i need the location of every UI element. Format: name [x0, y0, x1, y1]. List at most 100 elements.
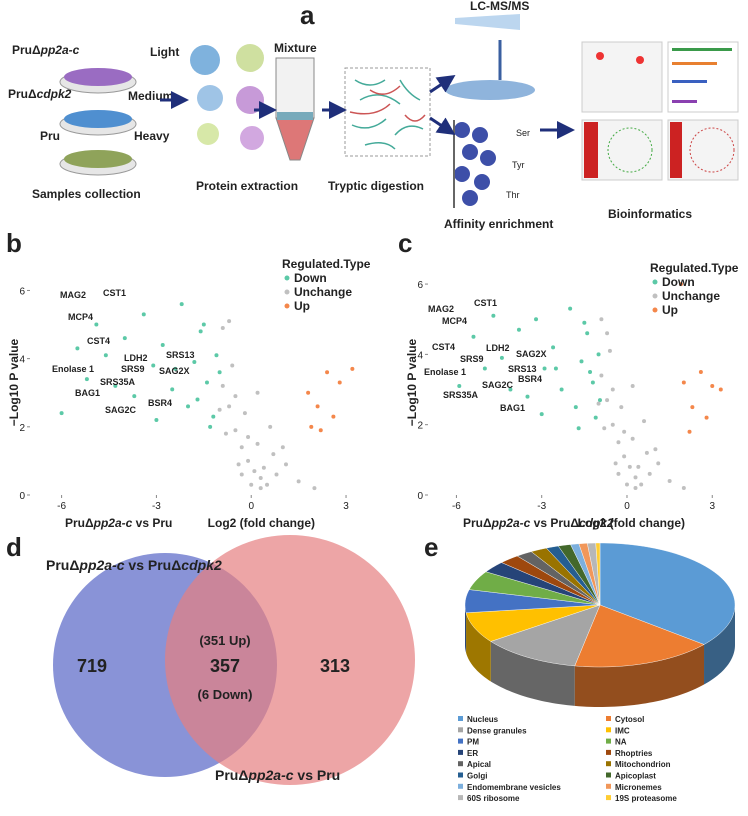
annotation: SRS9	[121, 364, 145, 374]
point	[633, 475, 638, 480]
point	[718, 387, 723, 392]
y-tick-label: 2	[19, 423, 25, 434]
venn-set	[165, 535, 415, 785]
legend-label: Nucleus	[467, 715, 499, 724]
step-label: Affinity enrichment	[444, 217, 553, 231]
point	[258, 486, 263, 491]
point	[103, 353, 108, 358]
step-label: Protein extraction	[196, 179, 298, 193]
panel-label: d	[6, 532, 22, 562]
workflow: PruΔpp2a-c Light PruΔcdpk2 Medium Pru He…	[8, 0, 739, 231]
legend-marker	[284, 289, 290, 295]
legend-label: Up	[662, 303, 678, 317]
point	[593, 415, 598, 420]
point	[337, 380, 342, 385]
x-axis-label: Log2 (fold change)	[208, 516, 315, 530]
annotation: MCP4	[68, 312, 93, 322]
point	[94, 322, 99, 327]
point	[551, 345, 556, 350]
pie-slice	[501, 555, 601, 606]
point	[499, 355, 504, 360]
x-tick-label: -3	[152, 501, 161, 512]
legend-label: Rhoptries	[615, 749, 653, 758]
point	[246, 458, 251, 463]
point	[698, 369, 703, 374]
legend-label: Down	[294, 271, 327, 285]
point	[160, 343, 165, 347]
venn-count: 719	[77, 656, 107, 676]
legend-swatch	[606, 772, 611, 778]
set-label: PruΔpp2a-c vs PruΔcdpk2	[46, 557, 222, 573]
point	[579, 359, 584, 364]
point	[331, 414, 336, 419]
pie-side	[490, 641, 575, 706]
point	[681, 485, 686, 490]
point	[596, 352, 601, 357]
point	[230, 363, 235, 368]
dishes	[59, 68, 137, 176]
x-axis-label-part: cdpk2	[579, 516, 614, 530]
point	[208, 424, 213, 429]
point	[576, 426, 581, 431]
point	[690, 405, 695, 410]
panel-label: a	[300, 0, 315, 30]
x-axis-label-part: PruΔ	[463, 516, 492, 530]
point	[644, 450, 649, 455]
point	[610, 422, 615, 427]
point	[607, 348, 612, 353]
legend-marker	[652, 293, 658, 299]
point	[704, 415, 709, 420]
y-tick-label: 2	[417, 421, 423, 432]
legend-marker	[284, 275, 290, 281]
arrows	[160, 75, 575, 139]
annotation: SAG2C	[482, 380, 514, 390]
point	[261, 465, 266, 470]
point	[636, 464, 641, 469]
point	[246, 435, 251, 440]
legend-marker	[284, 303, 290, 309]
annotation: SRS13	[508, 364, 537, 374]
annotation: BAG1	[500, 403, 525, 413]
point	[214, 353, 219, 358]
legend-label: Dense granules	[467, 726, 527, 735]
ms-instrument	[445, 14, 535, 100]
x-tick-label: 3	[709, 501, 715, 512]
residue: Thr	[506, 190, 520, 200]
point	[271, 452, 276, 457]
x-tick-label: 0	[624, 501, 630, 512]
pie-slice	[485, 562, 601, 606]
point	[630, 436, 635, 441]
step-label: Mixture	[274, 41, 317, 55]
pie-slice	[464, 589, 601, 613]
point	[306, 390, 311, 395]
point	[656, 461, 661, 466]
legend-swatch	[606, 727, 611, 733]
point	[122, 336, 127, 341]
y-tick-label: 4	[417, 350, 423, 361]
point	[220, 325, 225, 330]
point	[151, 363, 156, 368]
label-tag: Light	[150, 45, 179, 59]
annotation: CST1	[103, 288, 126, 298]
step-label: Samples collection	[32, 187, 141, 201]
legend-label: Apical	[467, 760, 491, 769]
strain-name: Pru	[40, 129, 60, 143]
point	[482, 366, 487, 371]
point	[647, 471, 652, 476]
point	[582, 320, 587, 325]
point	[597, 398, 602, 403]
pie-slice	[468, 571, 601, 606]
point	[588, 369, 593, 374]
annotation: MAG2	[60, 290, 86, 300]
point	[616, 440, 621, 445]
point	[280, 445, 285, 450]
y-tick-label: 0	[417, 491, 423, 502]
annotation: SRS35A	[100, 377, 136, 387]
point	[318, 428, 323, 433]
legend-marker	[652, 279, 658, 285]
legend-swatch	[606, 749, 611, 755]
legend-label: Golgi	[467, 772, 487, 781]
point	[217, 407, 222, 412]
step-label: Bioinformatics	[608, 207, 692, 221]
point	[630, 384, 635, 389]
